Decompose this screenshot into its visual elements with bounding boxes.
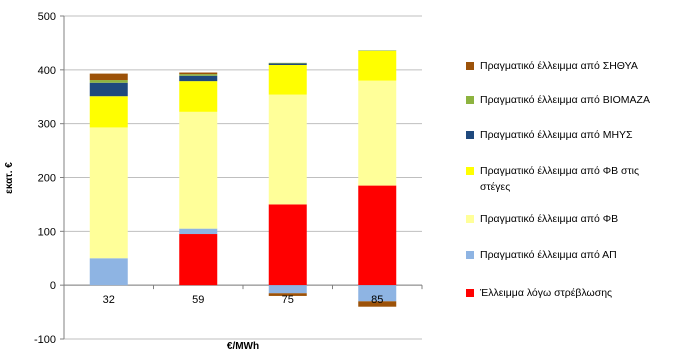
y-tick-labels: -100 0 100 200 300 400 500 bbox=[34, 11, 56, 346]
y-tick-label: 100 bbox=[38, 226, 56, 238]
y-tick-label: 400 bbox=[38, 65, 56, 77]
legend-swatch bbox=[466, 131, 474, 139]
x-axis-title: €/MWh bbox=[227, 341, 259, 352]
bar-segment bbox=[89, 258, 128, 286]
bars bbox=[89, 50, 397, 307]
bar-segment bbox=[179, 74, 218, 76]
bar-segment bbox=[179, 111, 218, 229]
legend-swatch bbox=[466, 289, 474, 297]
legend-swatch bbox=[466, 167, 474, 175]
legend-label: Πραγματικό έλλειμμα από ΦΒ στις στέγες bbox=[480, 165, 640, 193]
bar-segment bbox=[179, 234, 218, 286]
bar-segment bbox=[268, 293, 307, 296]
bar-segment bbox=[268, 94, 307, 205]
bar-segment bbox=[358, 50, 397, 51]
legend-label: Πραγματικό έλλειμμα από ΜΗΥΣ bbox=[480, 129, 633, 141]
legend-item: Πραγματικό έλλειμμα από ΦΒ bbox=[466, 211, 618, 227]
x-tick-label: 59 bbox=[192, 294, 204, 306]
legend-swatch bbox=[466, 96, 474, 104]
legend-label: Έλλειμμα λόγω στρέβλωσης bbox=[480, 287, 613, 299]
legend-label: Πραγματικό έλλειμμα από ΦΒ bbox=[480, 213, 619, 225]
x-tick-label: 75 bbox=[282, 294, 294, 306]
bar-segment bbox=[268, 204, 307, 286]
bar-segment bbox=[89, 96, 128, 128]
legend-item: Πραγματικό έλλειμμα από ΒΙΟΜΑΖΑ bbox=[466, 92, 650, 108]
bar-segment bbox=[268, 62, 307, 64]
legend: Πραγματικό έλλειμμα από ΣΗΘΥΑ Πραγματικό … bbox=[466, 0, 676, 356]
y-tick-label: 500 bbox=[38, 11, 56, 23]
y-tick-label: 200 bbox=[38, 173, 56, 185]
legend-label: Πραγματικό έλλειμμα από ΣΗΘΥΑ bbox=[480, 60, 638, 72]
legend-swatch bbox=[466, 251, 474, 259]
bar-segment bbox=[179, 228, 218, 235]
legend-label: Πραγματικό έλλειμμα από ΑΠ bbox=[480, 249, 617, 261]
bar-segment bbox=[89, 80, 128, 83]
legend-item: Πραγματικό έλλειμμα από ΣΗΘΥΑ bbox=[466, 58, 638, 74]
bar-segment bbox=[358, 285, 397, 302]
y-tick-label: -100 bbox=[34, 334, 56, 346]
bar-segment bbox=[179, 72, 218, 75]
bar-segment bbox=[358, 80, 397, 186]
bar-segment bbox=[268, 64, 307, 95]
bar-segment bbox=[179, 81, 218, 112]
bar-segment bbox=[358, 50, 397, 81]
legend-swatch bbox=[466, 215, 474, 223]
bar-segment bbox=[358, 301, 397, 307]
bar-segment bbox=[89, 82, 128, 97]
x-tick-label: 85 bbox=[371, 294, 383, 306]
y-tick-label: 0 bbox=[50, 280, 56, 292]
y-axis-title: εκατ. € bbox=[4, 162, 15, 194]
legend-item: Πραγματικό έλλειμμα από ΦΒ στις στέγες bbox=[466, 163, 672, 195]
legend-item: Έλλειμμα λόγω στρέβλωσης bbox=[466, 285, 612, 301]
y-tick-label: 300 bbox=[38, 119, 56, 131]
x-tick-labels: 32 59 75 85 bbox=[103, 294, 384, 306]
bar-segment bbox=[268, 285, 307, 294]
bar-segment bbox=[179, 75, 218, 82]
bar-segment bbox=[358, 185, 397, 286]
x-tick-label: 32 bbox=[103, 294, 115, 306]
legend-item: Πραγματικό έλλειμμα από ΑΠ bbox=[466, 247, 617, 263]
legend-swatch bbox=[466, 62, 474, 70]
legend-item: Πραγματικό έλλειμμα από ΜΗΥΣ bbox=[466, 127, 633, 143]
bar-segment bbox=[268, 63, 307, 65]
bar-segment bbox=[89, 73, 128, 81]
bar-segment bbox=[89, 127, 128, 259]
legend-label: Πραγματικό έλλειμμα από ΒΙΟΜΑΖΑ bbox=[480, 94, 650, 106]
